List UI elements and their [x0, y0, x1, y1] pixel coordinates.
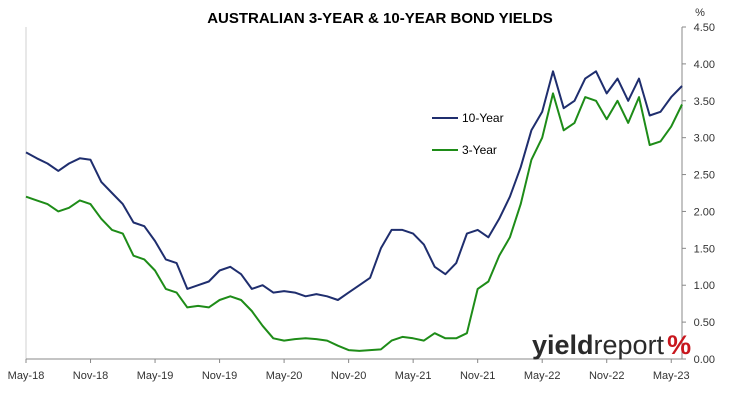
- x-tick-label: May-23: [653, 370, 690, 382]
- watermark-percent-icon: %: [667, 330, 691, 360]
- series-line-10-year: [25, 70, 683, 301]
- y-tick-label: 2.50: [694, 170, 715, 182]
- watermark-yield: yield: [532, 330, 594, 360]
- legend-label-3-year: 3-Year: [462, 143, 497, 157]
- x-tick-label: Nov-18: [73, 370, 108, 382]
- legend-label-10-year: 10-Year: [462, 111, 504, 125]
- x-tick-label: May-21: [395, 370, 432, 382]
- y-tick-label: 3.50: [694, 96, 715, 108]
- legend: 10-Year 3-Year: [432, 111, 504, 157]
- yieldreport-watermark: yieldreport%: [532, 330, 691, 360]
- x-tick-label: Nov-19: [202, 370, 237, 382]
- chart-title: AUSTRALIAN 3-YEAR & 10-YEAR BOND YIELDS: [207, 10, 553, 27]
- x-tick-label: May-18: [8, 370, 45, 382]
- y-tick-label: 0.00: [694, 354, 715, 366]
- y-tick-label: 0.50: [694, 317, 715, 329]
- x-tick-label: May-19: [137, 370, 174, 382]
- watermark-report: report: [594, 330, 665, 360]
- y-tick-label: 4.50: [694, 22, 715, 34]
- x-axis-ticks: May-18 Nov-18 May-19 Nov-19 May-20 Nov-20 May-…: [8, 359, 690, 382]
- y-axis-ticks: 0.00 0.50 1.00 1.50 2.00 2.50 3.00 3.50 4.00 4.50: [682, 22, 715, 366]
- x-tick-label: Nov-22: [589, 370, 624, 382]
- svg-text:yieldreport%: yieldreport%: [532, 330, 691, 360]
- y-unit-label: %: [695, 7, 705, 19]
- y-tick-label: 1.00: [694, 280, 715, 292]
- y-tick-label: 2.00: [694, 206, 715, 218]
- y-tick-label: 1.50: [694, 243, 715, 255]
- y-tick-label: 3.00: [694, 133, 715, 145]
- x-tick-label: Nov-21: [460, 370, 495, 382]
- series-layer: [25, 70, 683, 352]
- y-tick-label: 4.00: [694, 59, 715, 71]
- x-tick-label: May-20: [266, 370, 303, 382]
- x-tick-label: May-22: [524, 370, 561, 382]
- series-line-3-year: [25, 92, 683, 352]
- x-tick-label: Nov-20: [331, 370, 366, 382]
